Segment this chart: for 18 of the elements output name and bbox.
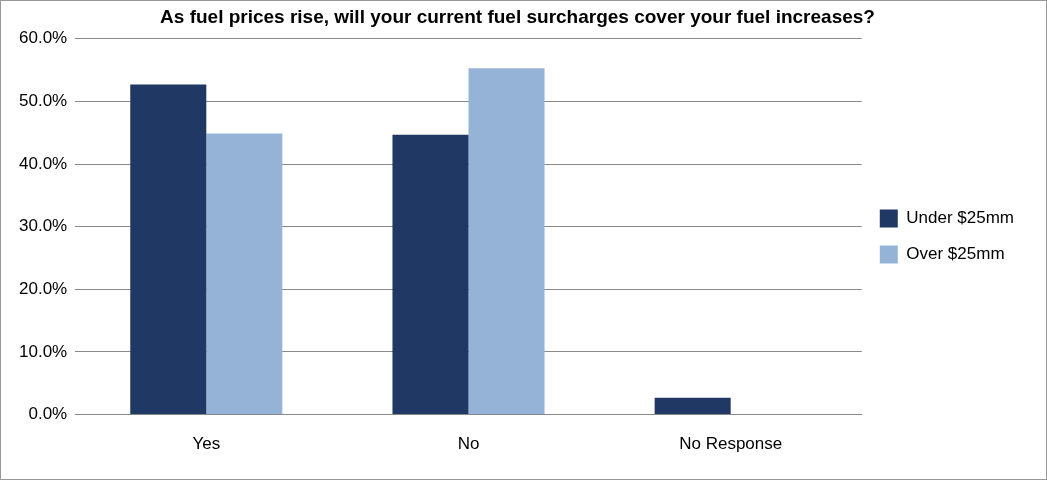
y-tick-label: 30.0% bbox=[19, 216, 68, 236]
y-tick-label: 40.0% bbox=[19, 153, 68, 173]
bar bbox=[130, 84, 207, 415]
y-tick-label: 20.0% bbox=[19, 279, 68, 299]
y-tick-label: 0.0% bbox=[28, 404, 68, 424]
bar bbox=[468, 68, 545, 415]
legend-label: Over $25mm bbox=[906, 244, 1005, 264]
bar bbox=[206, 133, 283, 415]
x-tick-label: No Response bbox=[679, 434, 783, 454]
x-tick-label: No bbox=[457, 434, 480, 454]
legend-label: Under $25mm bbox=[906, 208, 1015, 228]
bar bbox=[392, 134, 469, 415]
x-tick-label: Yes bbox=[192, 434, 221, 454]
y-tick-label: 60.0% bbox=[19, 28, 68, 48]
y-tick-label: 10.0% bbox=[19, 341, 68, 361]
bar bbox=[654, 397, 731, 415]
chart-title: As fuel prices rise, will your current fuel surcharges cover your fuel increases? bbox=[160, 5, 875, 27]
y-tick-label: 50.0% bbox=[19, 91, 68, 111]
